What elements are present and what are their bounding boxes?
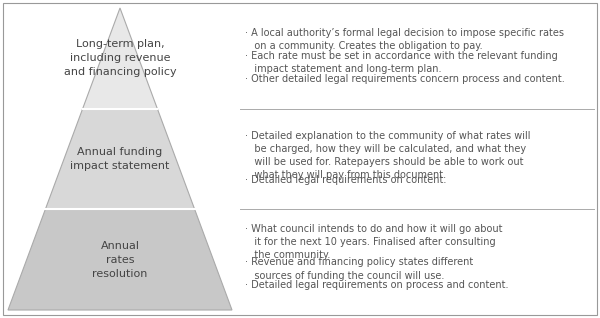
- Text: · Detailed legal requirements on content.: · Detailed legal requirements on content…: [245, 175, 446, 185]
- Text: Annual funding
impact statement: Annual funding impact statement: [70, 147, 170, 171]
- Polygon shape: [8, 209, 232, 310]
- Text: · Detailed explanation to the community of what rates will
   be charged, how th: · Detailed explanation to the community …: [245, 131, 530, 180]
- Text: · What council intends to do and how it will go about
   it for the next 10 year: · What council intends to do and how it …: [245, 224, 503, 260]
- Polygon shape: [46, 109, 194, 209]
- Text: · Revenue and financing policy states different
   sources of funding the counci: · Revenue and financing policy states di…: [245, 258, 473, 281]
- Text: Annual
rates
resolution: Annual rates resolution: [92, 241, 148, 279]
- Text: · Other detailed legal requirements concern process and content.: · Other detailed legal requirements conc…: [245, 74, 565, 84]
- Text: · A local authority’s formal legal decision to impose specific rates
   on a com: · A local authority’s formal legal decis…: [245, 28, 564, 51]
- Text: · Each rate must be set in accordance with the relevant funding
   impact statem: · Each rate must be set in accordance wi…: [245, 51, 558, 74]
- Text: Long-term plan,
including revenue
and financing policy: Long-term plan, including revenue and fi…: [64, 39, 176, 77]
- Polygon shape: [83, 8, 157, 109]
- Text: · Detailed legal requirements on process and content.: · Detailed legal requirements on process…: [245, 280, 509, 290]
